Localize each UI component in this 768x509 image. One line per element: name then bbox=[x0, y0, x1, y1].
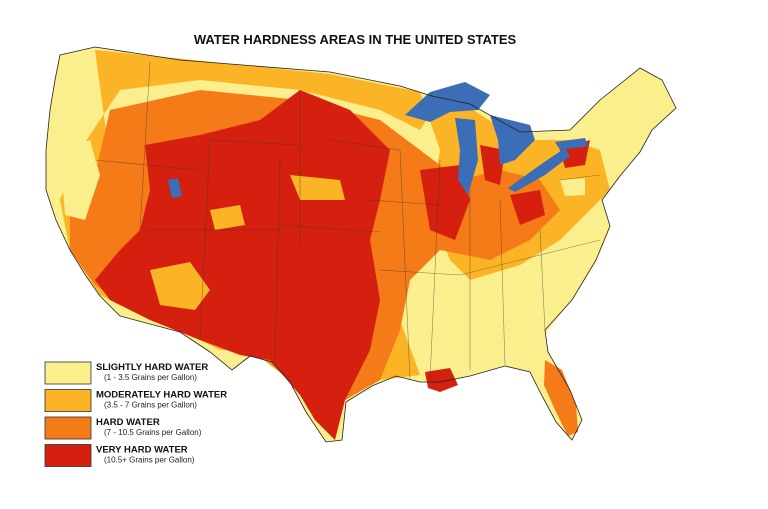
region-hard-florida bbox=[544, 360, 578, 436]
lake-ontario bbox=[555, 138, 588, 150]
great-lakes bbox=[168, 82, 588, 198]
region-slight-southeast bbox=[60, 140, 610, 376]
state-borders bbox=[94, 61, 601, 381]
legend-label: VERY HARD WATER bbox=[96, 445, 188, 456]
region-moderate-patch bbox=[150, 175, 345, 310]
us-map bbox=[45, 46, 677, 443]
legend-range: (3.5 - 7 Grains per Gallon) bbox=[104, 401, 197, 410]
legend-label: SLIGHTLY HARD WATER bbox=[96, 362, 208, 373]
legend-label: MODERATELY HARD WATER bbox=[96, 390, 227, 401]
map-title: WATER HARDNESS AREAS IN THE UNITED STATE… bbox=[194, 32, 517, 47]
legend-swatch bbox=[44, 444, 92, 467]
country-outline bbox=[45, 46, 677, 443]
state-border bbox=[94, 61, 601, 381]
lake-huron bbox=[490, 115, 535, 165]
region-very-hard-louisiana bbox=[425, 368, 458, 392]
legend-range: (10.5+ Grains per Gallon) bbox=[104, 456, 195, 465]
great-salt-lake bbox=[168, 178, 182, 198]
legend-swatch bbox=[44, 389, 92, 412]
legend: SLIGHTLY HARD WATER(1 - 3.5 Grains per G… bbox=[44, 361, 227, 467]
lake-erie bbox=[508, 148, 570, 192]
lake-michigan bbox=[455, 118, 478, 195]
legend-label: HARD WATER bbox=[96, 417, 160, 428]
lake-superior bbox=[405, 82, 490, 122]
region-very-hard bbox=[95, 90, 590, 440]
legend-swatch bbox=[44, 416, 92, 440]
legend-range: (7 - 10.5 Grains per Gallon) bbox=[104, 428, 202, 437]
legend-range: (1 - 3.5 Grains per Gallon) bbox=[104, 373, 197, 382]
legend-swatch bbox=[44, 361, 92, 385]
